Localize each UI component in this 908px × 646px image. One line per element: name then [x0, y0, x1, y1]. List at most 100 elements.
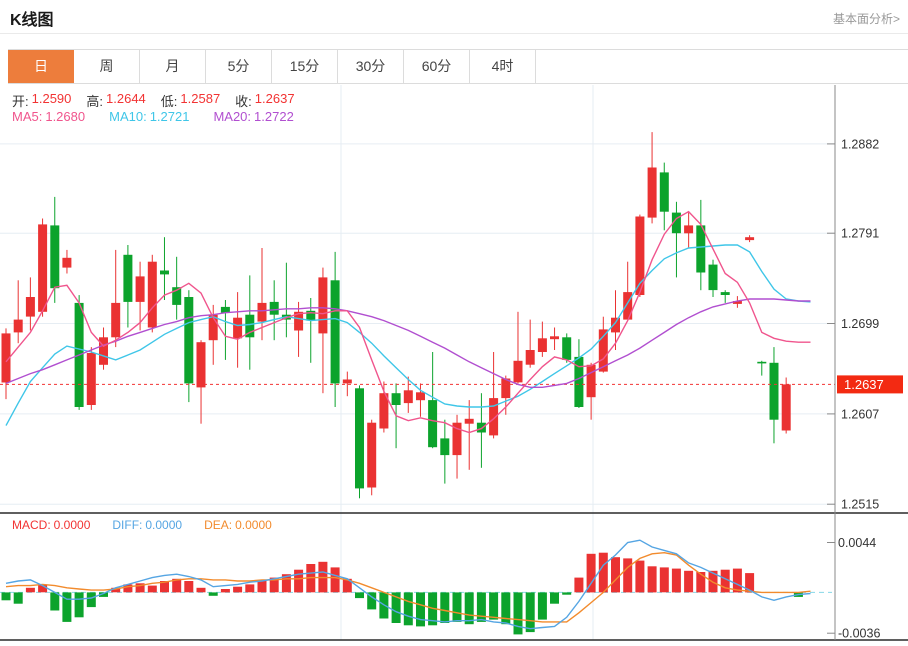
- macd-axis-label: -0.0036: [838, 627, 880, 641]
- candle-body: [86, 353, 96, 405]
- current-price-badge: [837, 375, 903, 394]
- macd-hist-bar: [513, 592, 523, 635]
- candle-body: [257, 302, 267, 322]
- macd-hist-bar: [342, 578, 352, 593]
- macd-hist-bar: [732, 568, 742, 593]
- legend-item: DEA: 0.0000: [204, 518, 272, 532]
- legend-label: MACD:: [12, 518, 51, 532]
- tab-60分[interactable]: 60分: [404, 50, 470, 83]
- candle-body: [245, 314, 255, 338]
- macd-hist-bar: [294, 569, 304, 593]
- candle-body: [111, 302, 121, 338]
- tab-30分[interactable]: 30分: [338, 50, 404, 83]
- candle-body: [220, 306, 230, 313]
- candle-body: [306, 310, 316, 321]
- fundamental-analysis-link[interactable]: 基本面分析>: [832, 12, 900, 26]
- legend-value: 1.2721: [149, 109, 190, 124]
- tab-15分[interactable]: 15分: [272, 50, 338, 83]
- candle-body: [38, 224, 48, 312]
- price-axis-label: 1.2699: [841, 317, 879, 331]
- legend-item: 开: 1.2590: [12, 91, 71, 110]
- price-axis-label: 1.2515: [841, 498, 879, 512]
- macd-hist-bar: [99, 592, 108, 597]
- tab-4时[interactable]: 4时: [470, 50, 536, 83]
- candle-body: [489, 398, 499, 436]
- candle-body: [233, 317, 243, 339]
- legend-value: 0.0000: [53, 518, 91, 532]
- macd-hist-bar: [196, 587, 206, 593]
- macd-hist-bar: [281, 574, 291, 593]
- candle-body: [294, 311, 304, 331]
- legend-label: 低:: [160, 94, 178, 109]
- macd-hist-bar: [611, 557, 620, 593]
- macd-hist-bar: [550, 592, 559, 604]
- header: K线图 基本面分析>: [0, 0, 908, 34]
- candle-body: [501, 378, 511, 399]
- candle-body: [62, 257, 72, 268]
- candle-body: [525, 350, 535, 365]
- legend-item: DIFF: 0.0000: [112, 518, 182, 532]
- candle-body: [416, 392, 425, 401]
- tab-日[interactable]: 日: [8, 50, 74, 83]
- legend-item: MA5: 1.2680: [12, 109, 85, 124]
- candle-body: [732, 301, 742, 304]
- macd-hist-bar: [111, 587, 121, 593]
- candle-body: [623, 292, 633, 320]
- legend-label: MA10:: [109, 109, 147, 124]
- candle-body: [513, 360, 523, 383]
- candle-body: [318, 277, 328, 334]
- macd-hist-bar: [501, 592, 511, 625]
- macd-hist-bar: [172, 578, 182, 593]
- macd-hist-bar: [233, 586, 243, 593]
- macd-hist-bar: [416, 592, 425, 627]
- macd-hist-bar: [257, 581, 267, 593]
- candle-body: [440, 438, 450, 456]
- candle-body: [50, 225, 60, 289]
- macd-hist-bar: [38, 584, 48, 593]
- macd-hist-bar: [62, 592, 72, 622]
- macd-hist-bar: [489, 592, 499, 620]
- candle-body: [330, 280, 340, 384]
- candle-body: [574, 356, 584, 407]
- candle-body: [428, 400, 438, 448]
- legend-item: 高: 1.2644: [86, 91, 145, 110]
- candle-body: [379, 393, 389, 429]
- candle-body: [550, 336, 559, 340]
- macd-hist-bar: [525, 592, 535, 633]
- macd-hist-bar: [684, 570, 694, 593]
- candle-body: [635, 216, 645, 295]
- dea-line: [5, 551, 811, 623]
- macd-hist-bar: [696, 572, 706, 593]
- candle-body: [647, 167, 657, 218]
- macd-hist-bar: [574, 577, 584, 593]
- tab-月[interactable]: 月: [140, 50, 206, 83]
- price-axis-label: 1.2791: [841, 227, 879, 241]
- candle-body: [196, 342, 206, 388]
- tab-5分[interactable]: 5分: [206, 50, 272, 83]
- macd-hist-bar: [440, 592, 450, 623]
- macd-hist-bar: [647, 566, 657, 593]
- candle-body: [684, 225, 694, 234]
- macd-hist-bar: [659, 567, 669, 593]
- legend-label: MA20:: [213, 109, 252, 124]
- candle-body: [160, 270, 169, 275]
- candle-body: [135, 276, 145, 302]
- candle-body: [342, 379, 352, 384]
- current-price-badge-text: 1.2637: [844, 377, 884, 392]
- candle-body: [391, 393, 401, 405]
- interval-tab-bar: 日周月 5分 15分 30分 60分 4时: [8, 49, 908, 84]
- legend-label: 收:: [235, 94, 252, 109]
- tab-周[interactable]: 周: [74, 50, 140, 83]
- candle-body: [123, 254, 133, 302]
- macd-hist-bar: [160, 581, 169, 593]
- macd-hist-bar: [135, 583, 145, 593]
- macd-hist-bar: [74, 592, 84, 618]
- candle-body: [781, 384, 791, 431]
- ma10-line: [5, 244, 811, 426]
- candle-body: [769, 362, 779, 420]
- macd-hist-bar: [403, 592, 413, 626]
- legend-label: MA5:: [12, 109, 43, 124]
- macd-hist-bar: [147, 585, 157, 593]
- candle-body: [1, 333, 11, 383]
